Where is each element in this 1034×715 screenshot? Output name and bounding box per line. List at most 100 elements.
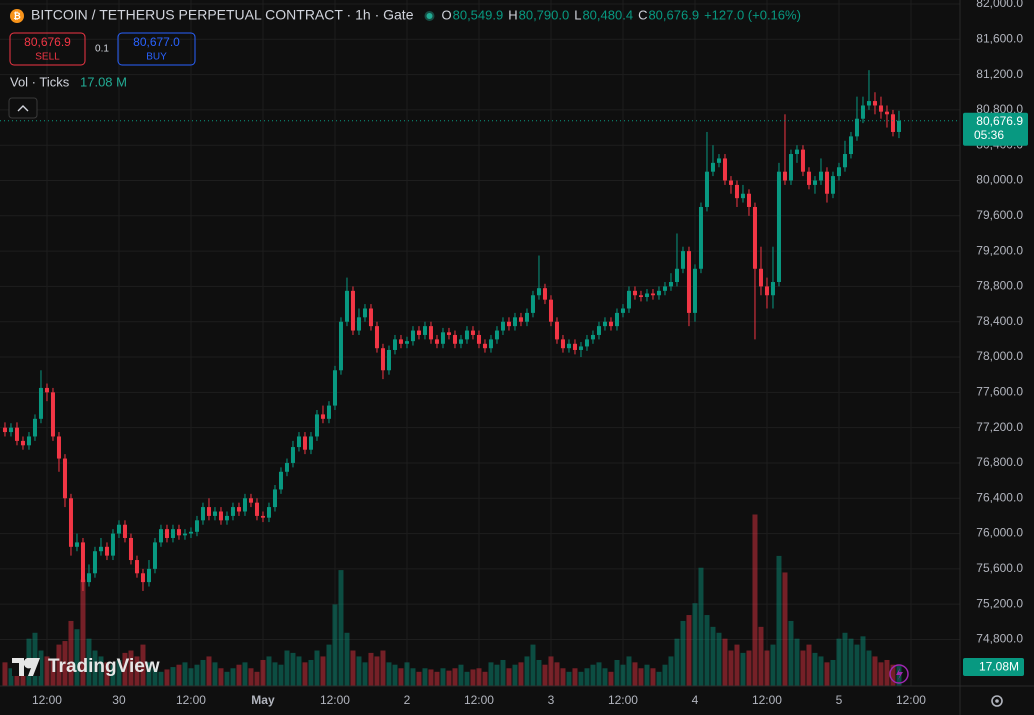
- volume-bar: [296, 656, 302, 686]
- candle-body: [158, 529, 163, 543]
- volume-bar: [518, 662, 524, 686]
- candle-body: [668, 282, 673, 287]
- volume-bar: [386, 662, 392, 686]
- candle-body: [26, 436, 31, 446]
- candle-body: [452, 334, 457, 344]
- candle-body: [878, 105, 883, 112]
- candle-body: [722, 158, 727, 181]
- candle-body: [704, 171, 709, 207]
- y-tick-label: 77,600.0: [976, 385, 1023, 399]
- y-tick-label: 81,200.0: [976, 67, 1023, 81]
- volume-bar: [710, 626, 716, 686]
- y-tick-label: 75,600.0: [976, 561, 1023, 575]
- candle-body: [560, 339, 565, 349]
- volume-bar: [572, 668, 578, 686]
- candle-body: [734, 184, 739, 199]
- candle-body: [752, 206, 757, 269]
- volume-bar: [632, 662, 638, 686]
- quantity: 0.1: [95, 44, 109, 55]
- candle-body: [398, 339, 403, 344]
- volume-bar: [290, 652, 296, 686]
- candle-body: [362, 308, 367, 318]
- collapse-button[interactable]: [8, 97, 38, 119]
- buy-price[interactable]: 80,677.0: [133, 35, 180, 49]
- candle-body: [266, 507, 271, 518]
- alert-bolt[interactable]: [896, 668, 903, 680]
- candle-body: [428, 326, 433, 340]
- candle-body: [770, 282, 775, 296]
- logo-text: TradingView: [48, 656, 160, 677]
- candle-body: [644, 293, 649, 298]
- volume-bar: [326, 644, 332, 686]
- candle-body: [440, 332, 445, 344]
- volume-bar: [38, 650, 44, 686]
- alert-icon[interactable]: [889, 664, 909, 684]
- price-tag-value: 80,676.9: [976, 114, 1023, 128]
- volume-bar: [602, 668, 608, 686]
- x-tick-label: 12:00: [896, 693, 926, 707]
- candle-body: [350, 290, 355, 331]
- candle-body: [44, 387, 49, 393]
- volume-bar: [752, 514, 758, 686]
- volume-bar: [698, 567, 704, 686]
- x-tick-label: 12:00: [464, 693, 494, 707]
- volume-bar: [608, 671, 614, 686]
- candle-body: [488, 339, 493, 349]
- volume-bar: [740, 652, 746, 686]
- candle-body: [104, 546, 109, 556]
- buy-label[interactable]: BUY: [146, 52, 167, 63]
- volume-bar: [704, 615, 710, 686]
- volume-bar: [248, 668, 254, 686]
- volume-bar: [530, 644, 536, 686]
- volume-bar: [692, 603, 698, 686]
- candle-body: [302, 436, 307, 450]
- volume-bar: [734, 644, 740, 686]
- collapse-icon[interactable]: [17, 105, 29, 112]
- volume-bar: [884, 659, 890, 686]
- volume-bar: [482, 671, 488, 686]
- coin-icon: [10, 9, 24, 23]
- volume-bar: [770, 644, 776, 686]
- candle-body: [896, 120, 901, 132]
- y-tick-label: 74,800.0: [976, 632, 1023, 646]
- volume-bar: [830, 659, 836, 686]
- y-tick-label: 79,600.0: [976, 208, 1023, 222]
- volume-bar: [116, 659, 122, 686]
- x-tick-label: 3: [548, 693, 555, 707]
- candle-body: [662, 286, 667, 291]
- y-tick-label: 80,800.0: [976, 102, 1023, 116]
- candle-body: [530, 295, 535, 313]
- volume-bar: [212, 662, 218, 686]
- buy-button[interactable]: [117, 32, 196, 66]
- volume-bar: [284, 650, 290, 686]
- candle-body: [446, 332, 451, 335]
- settings-icon-center[interactable]: [995, 699, 999, 703]
- volume-bar: [302, 662, 308, 686]
- candle-body: [512, 317, 517, 327]
- candle-body: [674, 268, 679, 283]
- candle-body: [230, 507, 235, 516]
- settings-icon[interactable]: [991, 695, 1003, 707]
- sell-button[interactable]: [9, 32, 86, 66]
- volume-bar: [350, 650, 356, 686]
- candle-body: [458, 339, 463, 344]
- volume-bar: [896, 665, 902, 686]
- volume-bar: [590, 664, 596, 686]
- candle-body: [134, 560, 139, 574]
- volume-bar: [362, 662, 368, 686]
- volume-bar: [200, 659, 206, 686]
- candle-body: [338, 321, 343, 371]
- volume-bar: [866, 650, 872, 686]
- sell-price[interactable]: 80,676.9: [24, 35, 71, 49]
- candle-body: [422, 326, 427, 335]
- candle-body: [806, 171, 811, 185]
- candle-body: [800, 149, 805, 172]
- x-tick-label: 30: [112, 693, 126, 707]
- x-tick-label: 12:00: [752, 693, 782, 707]
- price-tag: [963, 112, 1028, 146]
- sell-label[interactable]: SELL: [35, 52, 60, 63]
- candle-body: [152, 542, 157, 569]
- candle-body: [842, 154, 847, 168]
- candle-body: [860, 105, 865, 119]
